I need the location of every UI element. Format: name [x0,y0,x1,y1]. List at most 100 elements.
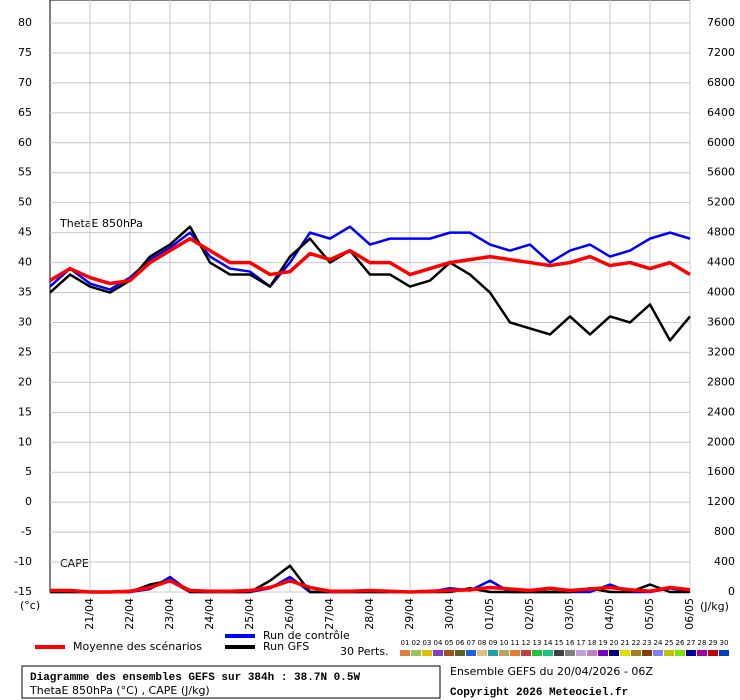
perturbation-swatch [554,650,564,656]
perturbation-label: 28 [698,639,707,647]
x-tick-label: 23/04 [163,598,176,630]
y-tick-label: 55 [18,166,32,179]
perturbation-label: 09 [489,639,498,647]
x-tick-label: 02/05 [523,598,536,630]
y2-unit: (J/kg) [700,600,729,613]
y2-tick-label: 5600 [707,166,735,179]
perturbation-swatch [411,650,421,656]
perturbation-label: 15 [555,639,564,647]
perturbation-swatch [686,650,696,656]
perturbation-swatch [598,650,608,656]
footer-run: Ensemble GEFS du 20/04/2026 - 06Z [450,665,653,678]
perturbation-label: 17 [577,639,586,647]
x-tick-label: 24/04 [203,598,216,630]
perturbation-label: 23 [643,639,652,647]
perturbations-title: 30 Perts. [340,645,389,658]
perturbation-swatch [620,650,630,656]
y2-tick-label: 5200 [707,196,735,209]
annotation: CAPE [60,557,89,570]
perturbation-swatch [719,650,729,656]
y2-tick-label: 6000 [707,136,735,149]
perturbation-label: 02 [412,639,421,647]
y-tick-label: 35 [18,286,32,299]
x-tick-label: 28/04 [363,598,376,630]
y-tick-label: -10 [14,555,32,568]
perturbation-label: 03 [423,639,432,647]
annotation: ThetaE 850hPa [59,217,143,230]
perturbation-swatch [653,650,663,656]
perturbation-swatch [455,650,465,656]
y2-tick-label: 0 [728,585,735,598]
perturbation-swatch [444,650,454,656]
y2-tick-label: 3200 [707,345,735,358]
y2-tick-label: 1600 [707,465,735,478]
x-tick-label: 01/05 [483,598,496,630]
y2-tick-label: 4000 [707,286,735,299]
perturbation-label: 01 [401,639,410,647]
perturbation-swatch [675,650,685,656]
perturbation-swatch [499,650,509,656]
y-tick-label: 70 [18,76,32,89]
perturbation-label: 08 [478,639,487,647]
perturbation-swatch [433,650,443,656]
y2-tick-label: 2400 [707,405,735,418]
y-tick-label: 40 [18,256,32,269]
perturbation-swatch [642,650,652,656]
x-tick-label: 30/04 [443,598,456,630]
perturbation-label: 26 [676,639,685,647]
perturbation-label: 05 [445,639,454,647]
y-tick-label: 0 [25,495,32,508]
y-tick-label: 80 [18,16,32,29]
x-tick-label: 26/04 [283,598,296,630]
perturbation-swatch [400,650,410,656]
perturbation-swatch [664,650,674,656]
y2-tick-label: 7200 [707,46,735,59]
perturbation-swatch [543,650,553,656]
y2-tick-label: 3600 [707,315,735,328]
y-tick-label: 50 [18,196,32,209]
perturbation-swatch [576,650,586,656]
x-tick-label: 05/05 [643,598,656,630]
perturbation-swatch [422,650,432,656]
perturbation-swatch [697,650,707,656]
y-tick-label: 45 [18,226,32,239]
perturbation-swatch [488,650,498,656]
perturbation-swatch [708,650,718,656]
perturbation-label: 21 [621,639,630,647]
perturbation-label: 12 [522,639,531,647]
perturbation-label: 19 [599,639,608,647]
y-tick-label: -5 [21,525,32,538]
footer-box [21,665,441,699]
series-line [49,225,691,291]
y2-tick-label: 4800 [707,226,735,239]
y-tick-label: 10 [18,435,32,448]
y-tick-label: 75 [18,46,32,59]
y2-tick-label: 2800 [707,375,735,388]
y2-tick-label: 2000 [707,435,735,448]
perturbation-label: 07 [467,639,476,647]
series-line [49,236,691,286]
perturbation-label: 18 [588,639,597,647]
y2-tick-label: 400 [714,555,735,568]
x-tick-label: 22/04 [123,598,136,630]
x-tick-label: 04/05 [603,598,616,630]
y-tick-label: 30 [18,315,32,328]
x-tick-label: 29/04 [403,598,416,630]
perturbation-label: 04 [434,639,443,647]
x-tick-label: 21/04 [83,598,96,630]
perturbation-swatch [466,650,476,656]
y2-tick-label: 6800 [707,76,735,89]
perturbation-label: 30 [720,639,729,647]
y-unit: (°c) [20,599,40,612]
footer-subtitle: ThetaE 850hPa (°C) , CAPE (J/kg) [29,684,210,697]
perturbation-label: 29 [709,639,718,647]
perturbation-swatch [565,650,575,656]
perturbation-label: 11 [511,639,520,647]
perturbation-label: 20 [610,639,619,647]
perturbation-swatch [609,650,619,656]
perturbation-label: 25 [665,639,674,647]
x-tick-label: 25/04 [243,598,256,630]
y2-tick-label: 4400 [707,256,735,269]
series-line [49,225,691,342]
